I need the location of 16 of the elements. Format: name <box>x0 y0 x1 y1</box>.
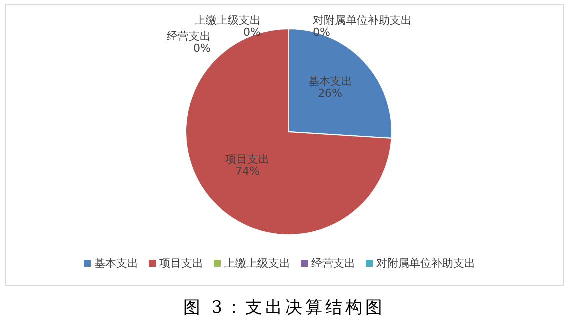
data-label: 26% <box>318 87 343 100</box>
legend-label: 经营支出 <box>312 257 356 270</box>
category-label: 经营支出 <box>167 30 211 43</box>
data-label: 74% <box>235 164 260 178</box>
category-label: 上缴上级支出 <box>195 14 261 27</box>
text: 0% <box>313 26 330 39</box>
legend-label: 上缴上级支出 <box>224 257 290 270</box>
slice-label: 基本支出 <box>308 75 352 88</box>
slice-label: 项目支出 <box>226 152 270 166</box>
legend-label: 项目支出 <box>160 257 204 270</box>
legend-label: 基本支出 <box>94 257 138 270</box>
legend-label: 对附属单位补助支出 <box>376 257 476 270</box>
category-label: 对附属单位补助支出 <box>313 14 412 27</box>
text: 图 3：支出决算结构图 <box>182 297 387 319</box>
text: 0% <box>194 42 211 55</box>
text: 0% <box>244 26 261 39</box>
